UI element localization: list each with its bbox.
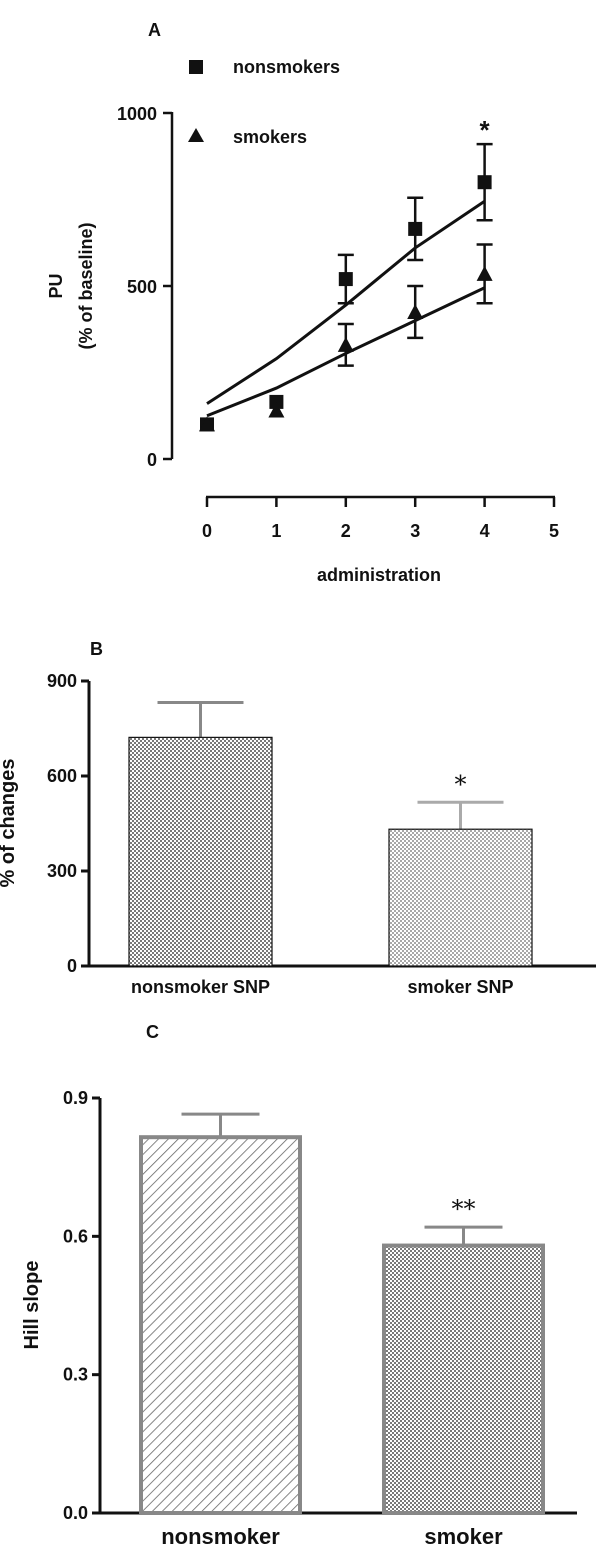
legend-triangle-marker (188, 128, 204, 142)
legend-square-marker (189, 60, 203, 74)
panel-b-category-label-1: smoker SNP (407, 977, 513, 997)
panel-a-x-tick-label-2: 2 (341, 521, 351, 541)
panel-b-label: B (90, 639, 103, 659)
panel-a-x-tick-label-0: 0 (202, 521, 212, 541)
panel-c-bar-chart: C Hill slope 0.0 0.3 0.6 0.9 nonsmoker smoker… (21, 1022, 577, 1549)
panel-c-y-tick-label-0.3: 0.3 (63, 1365, 88, 1385)
panel-a-x-axis-label: administration (317, 565, 441, 585)
panel-a-line-chart: A nonsmokers smokers 1000 500 0 PU (% of… (46, 20, 559, 585)
panel-a-x-tick-label-1: 1 (271, 521, 281, 541)
panel-c-bar-0 (139, 1135, 302, 1515)
panel-a-x-tick-label-3: 3 (410, 521, 420, 541)
fit-line-nonsmokers (206, 199, 486, 405)
point-nonsmokers-1 (269, 394, 284, 409)
point-smokers-0 (199, 416, 215, 432)
panel-a-label: A (148, 20, 161, 40)
panel-a-significance-star: * (480, 115, 491, 145)
panel-c-label: C (146, 1022, 159, 1042)
panel-a-y-tick-label-500: 500 (127, 277, 157, 297)
panel-a-x-tick-label-5: 5 (549, 521, 559, 541)
panel-c-y-tick-label-0.9: 0.9 (63, 1088, 88, 1108)
panel-a-legend: nonsmokers smokers (188, 57, 340, 147)
point-smokers-1 (268, 402, 285, 418)
panel-b-bar-1 (388, 828, 533, 967)
legend-label-smokers: smokers (233, 127, 307, 147)
panel-c-bar-1 (382, 1243, 545, 1515)
panel-b-bar-chart: B % of changes 0 300 600 900 nonsmoker SNP sm… (0, 639, 596, 997)
panel-a-y-axis-label: PU (46, 273, 66, 298)
point-smokers-4 (476, 265, 493, 281)
panel-b-category-label-0: nonsmoker SNP (131, 977, 270, 997)
panel-c-y-axis-label: Hill slope (21, 1261, 43, 1350)
panel-b-y-axis-label: % of changes (0, 759, 19, 888)
panel-a-x-tick-label-4: 4 (480, 521, 490, 541)
point-smokers-3 (407, 303, 424, 319)
panel-b-y-tick-label-300: 300 (47, 861, 77, 881)
panel-c-category-label-0: nonsmoker (161, 1524, 280, 1549)
panel-c-y-tick-label-0.0: 0.0 (63, 1503, 88, 1523)
panel-a-y-tick-label-1000: 1000 (117, 104, 157, 124)
panel-a-y-tick-label-0: 0 (147, 450, 157, 470)
point-nonsmokers-4 (477, 175, 492, 190)
panel-b-y-tick-label-900: 900 (47, 671, 77, 691)
legend-label-nonsmokers: nonsmokers (233, 57, 340, 77)
point-nonsmokers-3 (408, 221, 423, 236)
point-nonsmokers-2 (338, 272, 353, 287)
panel-c-significance-1: ** (452, 1195, 476, 1223)
panel-b-y-tick-label-600: 600 (47, 766, 77, 786)
point-smokers-2 (337, 336, 354, 352)
panel-b-bar-0 (128, 736, 273, 967)
panel-c-category-label-1: smoker (424, 1524, 503, 1549)
panel-b-significance-1: * (455, 770, 467, 798)
panel-b-y-tick-label-0: 0 (67, 956, 77, 976)
panel-c-y-tick-label-0.6: 0.6 (63, 1226, 88, 1246)
panel-a-y-axis-sublabel: (% of baseline) (76, 222, 96, 349)
